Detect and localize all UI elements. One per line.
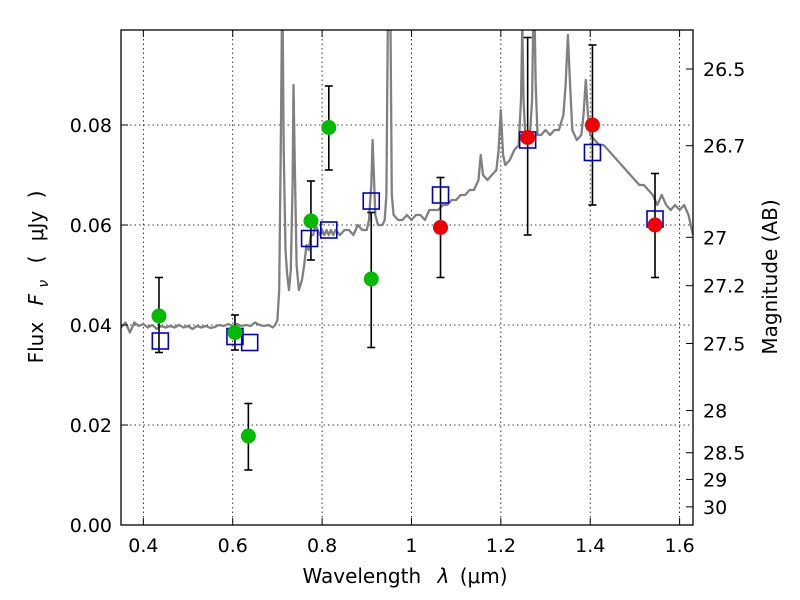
x-tick-label: 0.4 [128, 535, 158, 557]
x-axis-label-main: Wavelength [302, 564, 421, 588]
model-square [240, 333, 259, 352]
x-tick-label: 0.6 [218, 535, 248, 557]
plot-frame [120, 29, 694, 526]
x-tick-label: 1.4 [575, 535, 605, 557]
y2-tick-label: 29 [703, 469, 727, 491]
red-point [433, 220, 449, 235]
y-axis-label-open: ( [24, 256, 48, 264]
y-tick-label: 0.04 [70, 315, 112, 337]
y2-tick-label: 27 [703, 227, 727, 249]
sed-spectrum-line [121, 30, 693, 334]
y2-tick-label: 27.5 [703, 333, 745, 355]
model-square [362, 192, 381, 210]
model-square [583, 143, 602, 162]
y-axis-label-main: Flux [24, 322, 48, 364]
y-tick-label: 0.02 [70, 415, 112, 437]
green-point [303, 213, 319, 229]
sed-layer [121, 30, 693, 334]
x-axis-label-symbol: λ [437, 564, 450, 588]
x-tick-label: 0.8 [307, 535, 337, 557]
model-square [151, 332, 170, 350]
green-point [363, 271, 379, 287]
x-axis-label: Wavelength λ (μm) [302, 564, 507, 588]
y-tick-label: 0.06 [70, 215, 112, 237]
red-point [584, 117, 600, 133]
y2-tick-label: 28 [703, 400, 727, 422]
y-axis-label-symbol: F [24, 293, 48, 305]
red-point [520, 130, 536, 145]
x-tick-label: 1.6 [664, 535, 694, 557]
y2-tick-label: 30 [703, 497, 727, 519]
y-axis-label: Flux F ν ( μJy ) [24, 191, 53, 364]
axis-ticks: 0.4 0.6 0.8 1 1.2 1.4 1.6 0.00 0.02 0.04 0.06 0.08 2… [70, 30, 745, 557]
y2-tick-label: 28.5 [703, 443, 745, 465]
y-axis-label-subscript: ν [36, 280, 52, 288]
y-tick-label: 0.08 [70, 115, 112, 137]
data-points [151, 117, 664, 444]
model-square [300, 229, 319, 248]
green-point [151, 308, 167, 324]
green-point [321, 120, 337, 135]
y2-tick-label: 27.2 [703, 276, 745, 298]
x-axis-label-unit: (μm) [460, 564, 508, 588]
green-point [240, 428, 256, 444]
model-square [431, 186, 450, 204]
y2-axis-label: Magnitude (AB) [758, 199, 782, 354]
y2-tick-label: 26.5 [703, 59, 745, 81]
y-axis-label-close: ) [24, 191, 48, 199]
grid [121, 30, 693, 526]
green-point [227, 325, 243, 340]
x-tick-label: 1.2 [486, 535, 516, 557]
y2-tick-label: 26.7 [703, 136, 745, 158]
y-axis-label-unit: μJy [24, 211, 48, 242]
x-tick-label: 1 [405, 535, 417, 557]
red-point [647, 217, 663, 233]
y-tick-label: 0.00 [70, 515, 112, 537]
model-square [319, 221, 338, 239]
